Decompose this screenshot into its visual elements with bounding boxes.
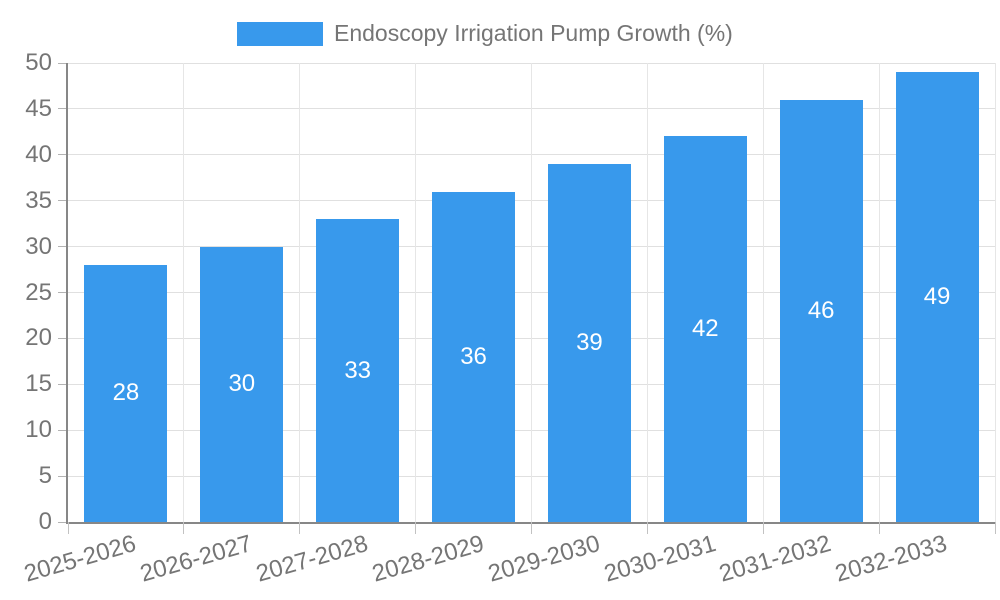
bar-value-label: 49 [923, 283, 951, 311]
y-axis-tick [58, 383, 66, 385]
x-axis-label: 2027-2028 [253, 530, 371, 588]
v-gridline [531, 63, 532, 522]
y-axis-label: 15 [25, 370, 52, 398]
y-axis-label: 20 [25, 324, 52, 352]
x-axis-label: 2032-2033 [832, 530, 951, 588]
y-axis-label: 40 [25, 140, 52, 168]
x-axis-label: 2030-2031 [600, 530, 719, 588]
bar-value-label: 36 [460, 342, 487, 370]
y-axis-tick [58, 154, 66, 156]
bar-value-label: 33 [344, 356, 372, 384]
y-axis-label: 30 [25, 232, 52, 260]
y-axis-label: 45 [25, 94, 52, 122]
bar-value-label: 30 [228, 370, 256, 398]
y-axis-label: 5 [38, 462, 52, 490]
x-axis-label: 2031-2032 [716, 530, 835, 588]
y-axis-tick [58, 108, 66, 110]
v-gridline [878, 63, 880, 522]
y-axis-label: 35 [25, 186, 52, 214]
x-axis-tick [183, 522, 185, 534]
v-gridline [994, 63, 996, 522]
y-axis-label: 0 [38, 508, 52, 535]
bar[interactable]: 49 [895, 72, 979, 522]
bar[interactable]: 46 [779, 99, 863, 522]
x-axis-tick [994, 522, 996, 534]
bar[interactable]: 28 [84, 264, 168, 522]
x-axis-tick [415, 522, 417, 534]
y-axis-tick [58, 292, 66, 293]
legend-label: Endoscopy Irrigation Pump Growth (%) [334, 20, 733, 46]
y-axis-tick [58, 521, 66, 523]
x-axis-label: 2029-2030 [484, 530, 603, 588]
legend-swatch-icon [237, 21, 323, 46]
y-axis-tick [58, 337, 66, 339]
bar-value-label: 28 [112, 379, 140, 407]
legend[interactable]: Endoscopy Irrigation Pump Growth (%) [237, 20, 733, 47]
x-axis-label: 2026-2027 [137, 530, 255, 588]
v-gridline [646, 63, 648, 522]
bar[interactable]: 36 [432, 191, 516, 522]
bar[interactable]: 33 [316, 219, 400, 522]
bar[interactable]: 30 [200, 246, 284, 522]
x-axis-tick [67, 522, 69, 534]
v-gridline [299, 63, 301, 522]
y-axis-tick [58, 62, 66, 64]
x-axis-tick [299, 522, 301, 534]
v-gridline [762, 63, 764, 522]
x-axis-tick [531, 522, 532, 534]
x-axis-tick [878, 522, 880, 534]
x-axis-label: 2028-2029 [368, 530, 487, 588]
x-axis-tick [762, 522, 764, 534]
v-gridline [415, 63, 417, 522]
y-axis-label: 10 [25, 416, 52, 444]
bar-value-label: 46 [807, 296, 835, 324]
x-axis-label: 2025-2026 [21, 530, 140, 588]
v-gridline [183, 63, 185, 522]
bar-value-label: 42 [691, 315, 719, 343]
y-axis-tick [58, 429, 66, 431]
y-axis-label: 25 [25, 278, 52, 306]
x-axis-tick [646, 522, 648, 534]
y-axis-tick [58, 200, 66, 202]
bar[interactable]: 42 [663, 136, 747, 522]
bar-value-label: 39 [576, 328, 603, 356]
y-axis-label: 50 [25, 49, 52, 76]
bar[interactable]: 39 [547, 163, 631, 522]
y-axis-tick [58, 246, 66, 248]
plot-area: 28 30 33 36 39 42 46 49 [58, 62, 996, 534]
y-axis-tick [58, 475, 66, 477]
